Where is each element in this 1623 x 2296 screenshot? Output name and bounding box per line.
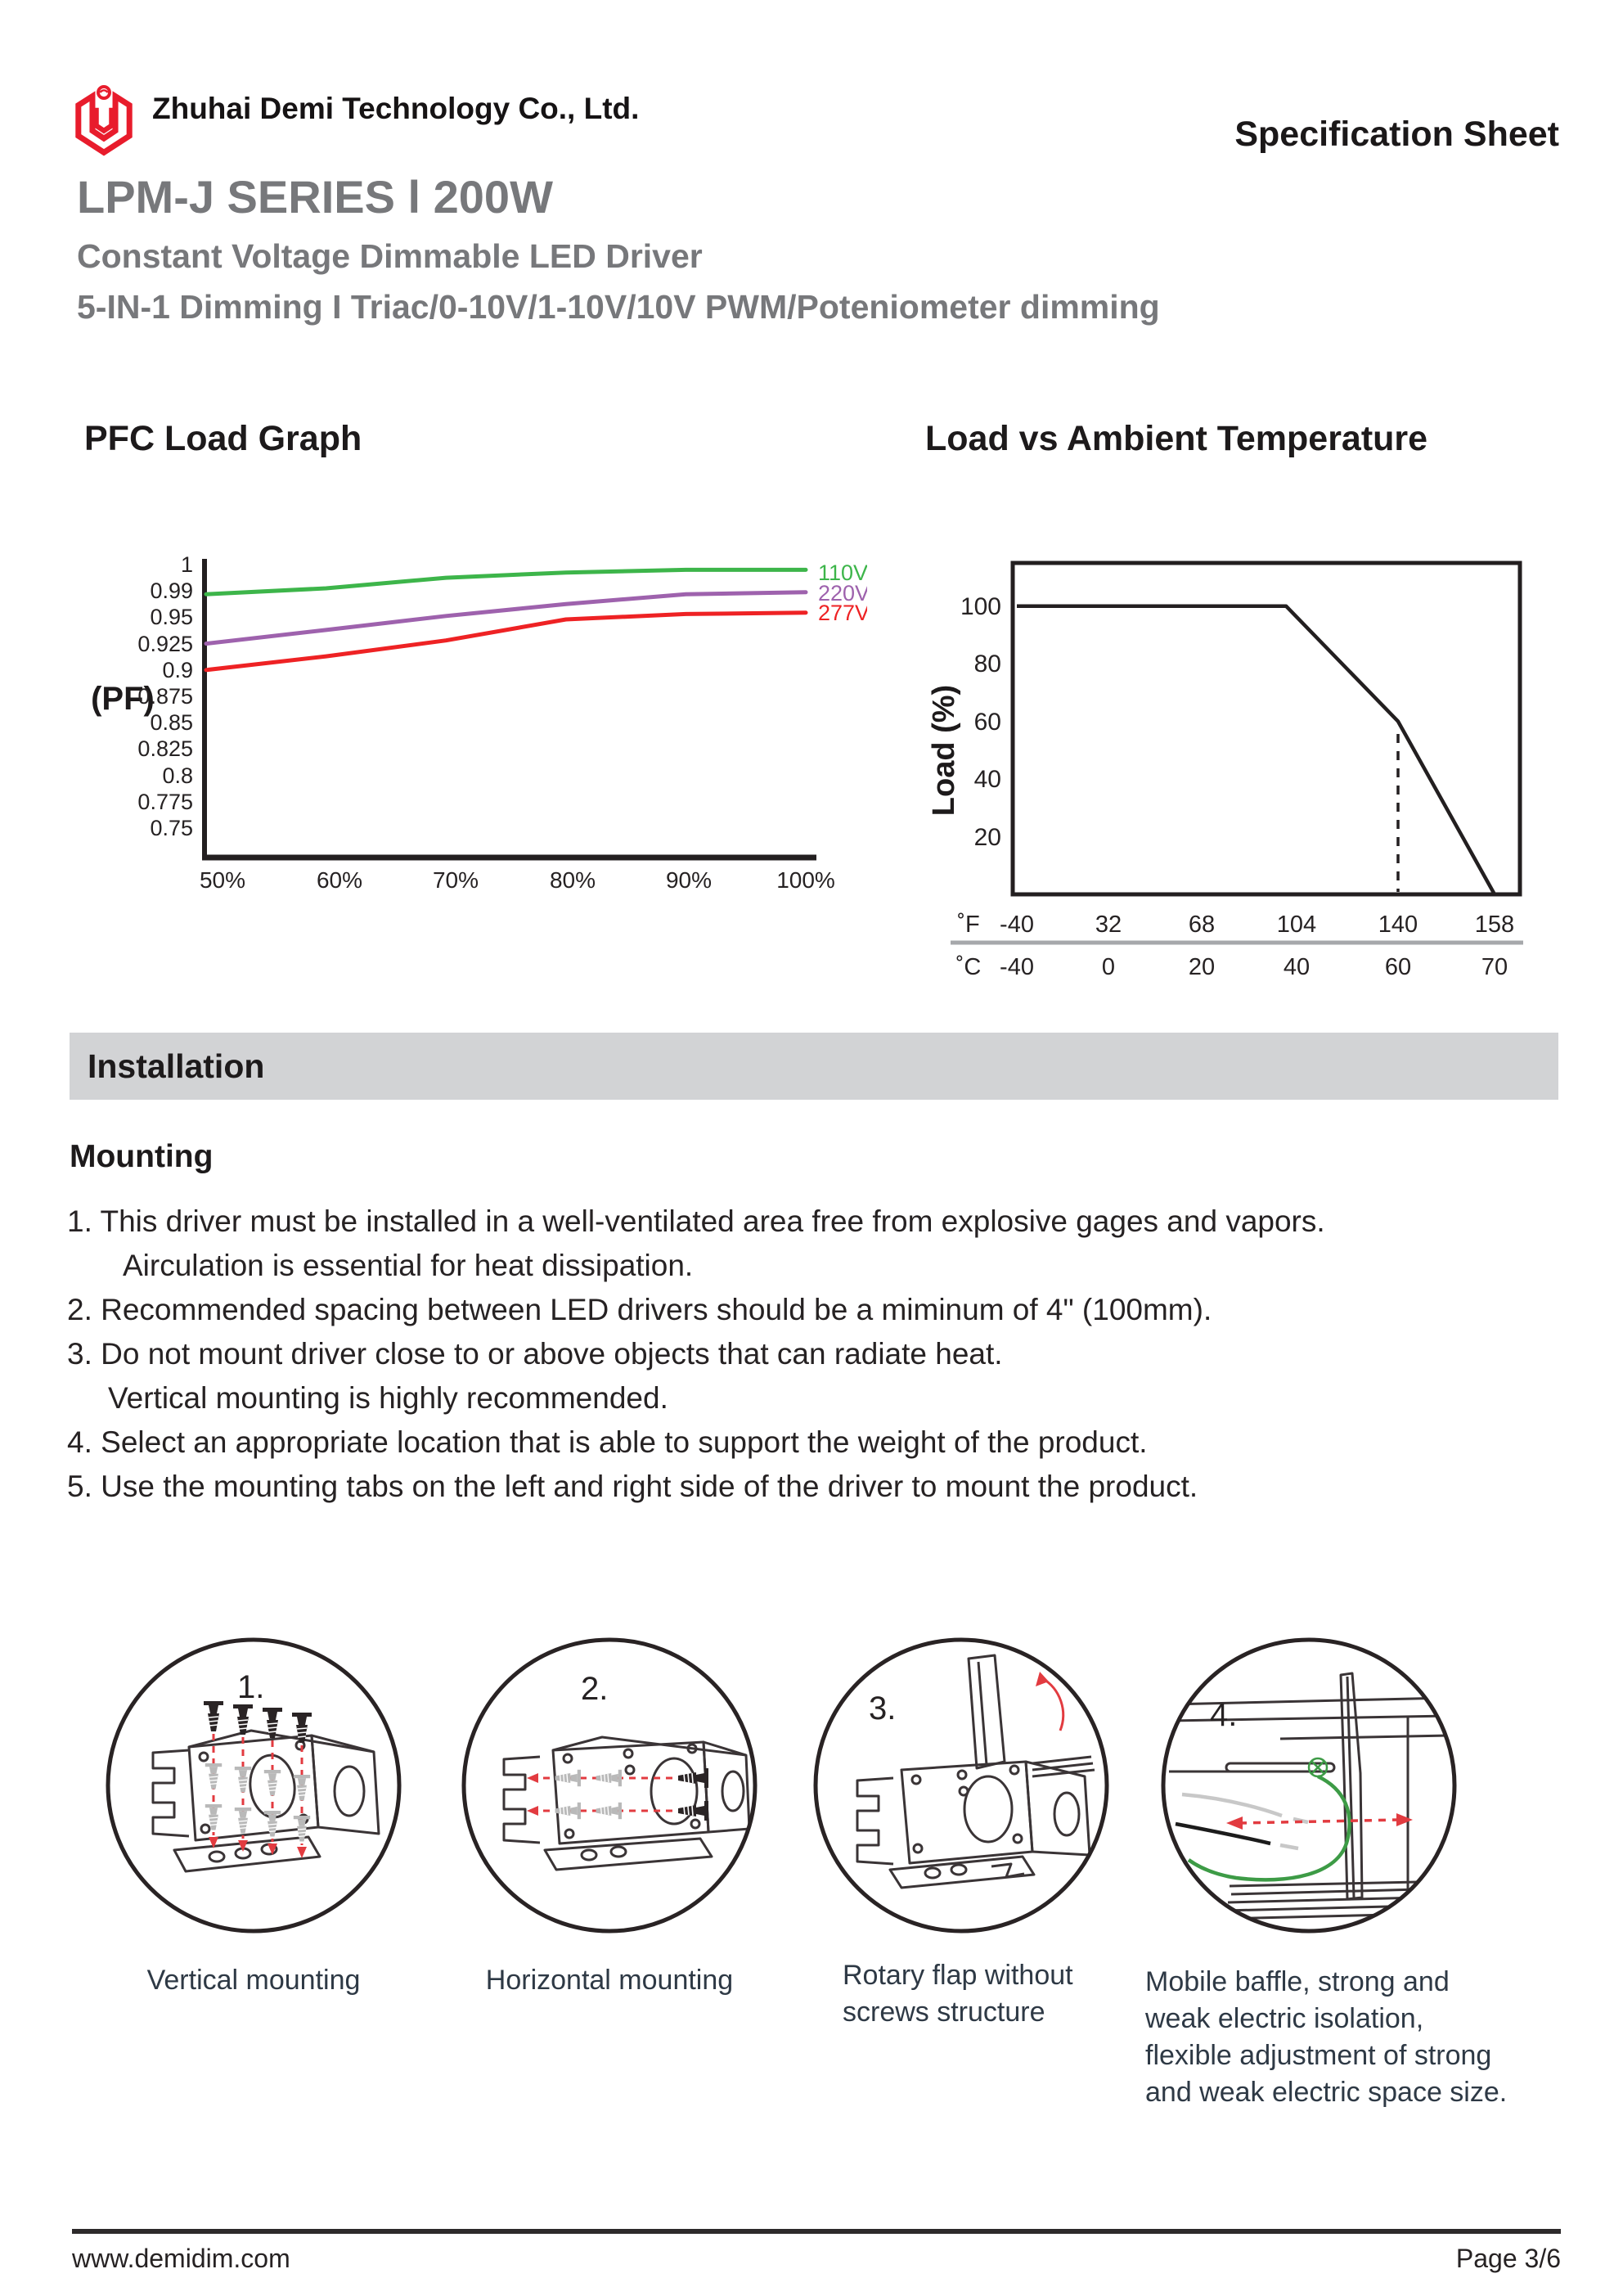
mounting-instructions-list: 1. This driver must be installed in a we… xyxy=(67,1200,1540,1509)
pfc-legend: 110V 220V 277V xyxy=(818,560,870,625)
list-item: 1. This driver must be installed in a we… xyxy=(67,1204,1325,1238)
company-name: Zhuhai Demi Technology Co., Ltd. xyxy=(152,92,640,125)
rotary-flap-illustration xyxy=(856,1654,1095,1889)
tick-label: 0.925 xyxy=(137,632,193,656)
pfc-y-axis-title: (PF) xyxy=(91,681,155,717)
list-item: 2. Recommended spacing between LED drive… xyxy=(67,1293,1212,1326)
figure-caption: Mobile baffle, strong and weak electric … xyxy=(1145,1966,1508,2108)
tick-label: 104 xyxy=(1277,912,1316,938)
figure-caption: Vertical mounting xyxy=(146,1965,361,1996)
temp-y-axis-labels: 100 80 60 40 20 xyxy=(960,593,1001,851)
tick-label: 40 xyxy=(974,766,1001,793)
tick-label: 40 xyxy=(1284,954,1310,980)
tick-label: -40 xyxy=(1000,912,1034,938)
legend-entry-277v: 277V xyxy=(818,601,867,625)
figure-mobile-baffle: 4. xyxy=(1158,1634,1460,1937)
subsection-mounting: Mounting xyxy=(70,1139,214,1174)
pfc-line-110v xyxy=(204,567,808,597)
footer-page-number: Page 3/6 xyxy=(1455,2244,1561,2273)
pfc-x-axis-labels: 50% 60% 70% 80% 90% 100% xyxy=(200,867,835,893)
temp-plot-frame xyxy=(1010,560,1522,897)
tick-label: 80 xyxy=(974,651,1001,678)
figure-number: 2. xyxy=(581,1671,608,1707)
tick-label: 1 xyxy=(181,552,193,577)
tick-label: 20 xyxy=(974,824,1001,851)
figure-caption: Rotary flap without screws structure xyxy=(843,1960,1073,2028)
tick-label: 60 xyxy=(974,709,1001,736)
temp-derating-line xyxy=(1017,604,1496,896)
figure-circle xyxy=(108,1640,399,1931)
figure-vertical-mounting: 1. xyxy=(102,1634,405,1937)
tick-label: 158 xyxy=(1475,912,1514,938)
pfc-load-graph: (PF) 1 0.99 0.95 0.925 0.9 0.875 0.85 0.… xyxy=(49,536,870,921)
section-header-installation: Installation xyxy=(70,1033,1558,1100)
list-item: Airculation is essential for heat dissip… xyxy=(123,1249,694,1282)
subtitle-line-1: Constant Voltage Dimmable LED Driver xyxy=(77,237,703,275)
company-logo-icon xyxy=(72,77,136,172)
figure-number: 3. xyxy=(869,1690,896,1727)
legend-entry-110v: 110V xyxy=(818,560,867,585)
doc-type-label: Specification Sheet xyxy=(1234,115,1559,154)
tick-label: 20 xyxy=(1189,954,1215,980)
pfc-chart-title: PFC Load Graph xyxy=(84,419,362,458)
tick-label: 0.875 xyxy=(137,684,193,709)
tick-label: 0.8 xyxy=(162,763,193,788)
rotate-arrow xyxy=(1041,1677,1065,1731)
legend-entry-220v: 220V xyxy=(818,581,867,606)
figure-rotary-flap: 3. xyxy=(810,1634,1113,1937)
tick-label: 60 xyxy=(1385,954,1411,980)
tick-label: 100 xyxy=(960,593,1001,620)
list-item: 4. Select an appropriate location that i… xyxy=(67,1425,1148,1459)
section-title: Installation xyxy=(88,1047,265,1085)
tick-label: 70 xyxy=(1481,954,1508,980)
list-item: Vertical mounting is highly recommended. xyxy=(108,1381,668,1415)
tick-label: 90% xyxy=(666,867,712,893)
tick-label: 50% xyxy=(200,867,245,893)
figure-horizontal-mounting: 2. xyxy=(458,1634,761,1937)
black-wire xyxy=(1175,1821,1271,1846)
tick-label: 68 xyxy=(1189,912,1215,938)
load-vs-temperature-graph: Load (%) 100 80 60 40 20 ˚F -40 32 68 10… xyxy=(900,536,1554,994)
tick-label: 70% xyxy=(433,867,479,893)
list-item: 5. Use the mounting tabs on the left and… xyxy=(67,1470,1198,1503)
tick-label: 0.825 xyxy=(137,736,193,761)
tick-label: 80% xyxy=(550,867,596,893)
load-temp-chart-title: Load vs Ambient Temperature xyxy=(925,419,1428,458)
footer-website: www.demidim.com xyxy=(72,2244,290,2273)
pfc-y-axis-labels: 1 0.99 0.95 0.925 0.9 0.875 0.85 0.825 0… xyxy=(137,552,193,840)
axis-unit-label: ˚F xyxy=(957,912,979,938)
subtitle-line-2: 5-IN-1 Dimming I Triac/0-10V/1-10V/10V P… xyxy=(77,288,1160,326)
figure-circle xyxy=(816,1640,1107,1931)
temp-y-axis-title: Load (%) xyxy=(927,685,961,816)
tick-label: -40 xyxy=(1000,954,1034,980)
page-title: LPM-J SERIES l 200W xyxy=(77,171,553,223)
temp-c-axis-row: ˚C -40 0 20 40 60 70 xyxy=(956,954,1508,980)
figure-circle xyxy=(1163,1640,1454,1931)
axis-unit-label: ˚C xyxy=(956,954,982,980)
tick-label: 0.85 xyxy=(150,710,193,735)
tick-label: 0.775 xyxy=(137,790,193,814)
pfc-series-lines xyxy=(204,567,808,673)
gray-wire xyxy=(1181,1792,1283,1818)
tick-label: 0.9 xyxy=(162,658,193,682)
tick-label: 0.95 xyxy=(150,605,193,629)
tick-label: 140 xyxy=(1378,912,1418,938)
footer-divider xyxy=(72,2229,1561,2234)
list-item: 3. Do not mount driver close to or above… xyxy=(67,1337,1003,1371)
pfc-line-277v xyxy=(204,610,808,673)
tick-label: 32 xyxy=(1095,912,1122,938)
figure-caption: Horizontal mounting xyxy=(485,1965,734,1996)
tick-label: 0.99 xyxy=(150,579,193,603)
tick-label: 60% xyxy=(317,867,362,893)
tick-label: 100% xyxy=(776,867,835,893)
temp-f-axis-row: ˚F -40 32 68 104 140 158 xyxy=(957,912,1514,938)
vertical-mounting-illustration xyxy=(151,1700,380,1873)
figure-number: 1. xyxy=(237,1669,264,1705)
figure-number: 4. xyxy=(1210,1697,1237,1733)
pfc-line-220v xyxy=(204,590,808,646)
tick-label: 0 xyxy=(1102,954,1115,980)
tick-label: 0.75 xyxy=(150,816,193,840)
